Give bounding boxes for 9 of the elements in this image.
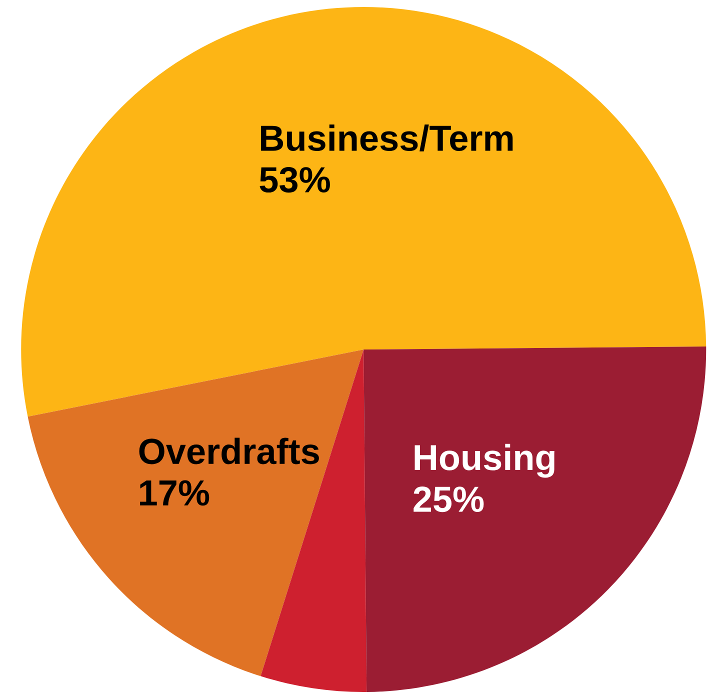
slice-label: Housing bbox=[414, 444, 554, 478]
pie-slice bbox=[364, 346, 706, 692]
data-label: 25% bbox=[414, 486, 484, 512]
slice-label: Business/Term bbox=[261, 124, 513, 152]
pie-slice bbox=[21, 6, 706, 417]
pie-slice bbox=[28, 350, 364, 676]
data-label: 53% bbox=[260, 166, 330, 193]
data-label: 17% bbox=[140, 480, 210, 506]
slice-label: Overdrafts bbox=[139, 438, 319, 464]
